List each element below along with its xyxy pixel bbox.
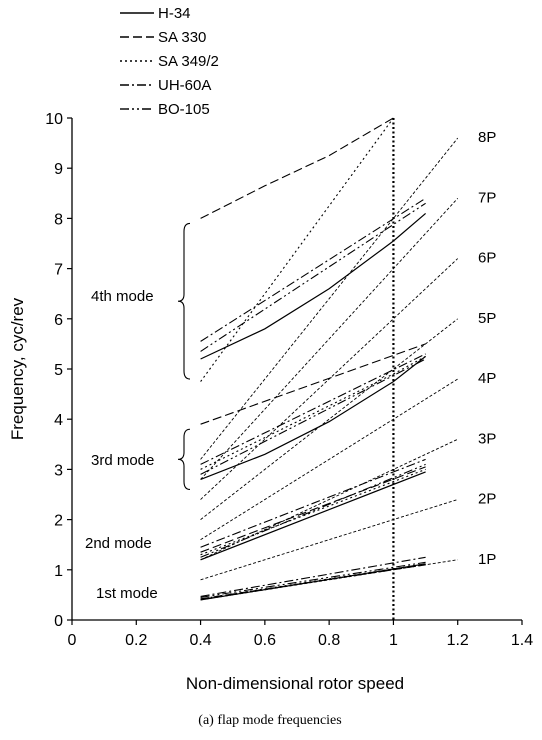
y-tick-label: 10 bbox=[45, 111, 63, 128]
y-tick-label: 7 bbox=[54, 262, 63, 279]
legend-label-sa-349-2: SA 349/2 bbox=[158, 53, 219, 70]
x-axis-label: Non-dimensional rotor speed bbox=[186, 674, 404, 693]
per-rev-line-6p bbox=[200, 258, 459, 500]
y-tick-label: 5 bbox=[54, 362, 63, 379]
mode-annotations: 1st mode 2nd mode 3rd mode 4th mode bbox=[85, 222, 191, 602]
brace-3rd-mode bbox=[177, 428, 191, 491]
per-rev-label-3p: 3P bbox=[478, 430, 496, 447]
series-bo-105-4th-mode bbox=[200, 202, 426, 352]
legend: H-34 SA 330 SA 349/2 UH-60A BO-105 bbox=[120, 5, 219, 118]
mode-label-2nd-mode: 2nd mode bbox=[85, 535, 152, 552]
series-sa-330-3rd-mode bbox=[200, 343, 426, 425]
series-bo-105-2nd-mode bbox=[200, 463, 426, 558]
y-tick-label: 8 bbox=[54, 211, 63, 228]
y-tick-label: 2 bbox=[54, 513, 63, 530]
per-rev-line-3p bbox=[200, 438, 458, 561]
figure-caption: (a) flap mode frequencies bbox=[198, 713, 341, 728]
x-tick-label: 0 bbox=[68, 632, 77, 649]
y-tick-label: 1 bbox=[54, 563, 63, 580]
series-sa-349-2-3rd-mode bbox=[200, 355, 426, 470]
per-rev-label-6p: 6P bbox=[478, 250, 496, 267]
mode-label-1st-mode: 1st mode bbox=[96, 585, 158, 602]
legend-label-bo-105: BO-105 bbox=[158, 101, 210, 118]
series-h-34-1st-mode bbox=[200, 563, 426, 601]
series-sa-349-2-2nd-mode bbox=[200, 468, 426, 556]
brace-4th-mode bbox=[177, 222, 191, 380]
mode-label-3rd-mode: 3rd mode bbox=[91, 452, 154, 469]
axes: 0 1 2 3 4 5 6 7 8 9 10 0 0.2 0.4 0.6 0.8 1 1.2 1.4 Non-dime… bbox=[8, 111, 533, 693]
series-sa-330-4th-mode bbox=[200, 117, 394, 219]
x-tick-label: 0.4 bbox=[189, 632, 211, 649]
series-uh-60a-2nd-mode bbox=[200, 458, 426, 548]
series-h-34-4th-mode bbox=[200, 212, 426, 360]
series-bo-105-3rd-mode bbox=[200, 358, 426, 475]
series-sa-349-2-4th-mode bbox=[200, 117, 394, 382]
mode-label-4th-mode: 4th mode bbox=[91, 288, 154, 305]
per-rev-line-8p bbox=[200, 137, 459, 460]
series-sa-330-2nd-mode bbox=[200, 466, 426, 553]
x-tick-label: 0.2 bbox=[125, 632, 147, 649]
y-tick-label: 4 bbox=[54, 412, 63, 429]
y-tick-label: 0 bbox=[54, 613, 63, 630]
series-uh-60a-1st-mode bbox=[200, 556, 426, 597]
legend-label-uh-60a: UH-60A bbox=[158, 77, 211, 94]
series-lines bbox=[200, 117, 426, 601]
x-tick-label: 0.6 bbox=[254, 632, 276, 649]
legend-label-sa-330: SA 330 bbox=[158, 29, 206, 46]
per-rev-label-1p: 1P bbox=[478, 551, 496, 568]
per-rev-line-5p bbox=[200, 318, 458, 520]
per-rev-label-7p: 7P bbox=[478, 189, 496, 206]
legend-label-h-34: H-34 bbox=[158, 5, 191, 22]
x-tick-label: 0.8 bbox=[318, 632, 340, 649]
y-axis-label: Frequency, cyc/rev bbox=[8, 297, 27, 440]
per-rev-label-5p: 5P bbox=[478, 310, 496, 327]
series-uh-60a-4th-mode bbox=[200, 197, 426, 342]
series-bo-105-1st-mode bbox=[200, 561, 426, 598]
x-tick-label: 1 bbox=[389, 632, 398, 649]
series-uh-60a-3rd-mode bbox=[200, 353, 426, 465]
per-rev-label-8p: 8P bbox=[478, 129, 496, 146]
per-rev-line-4p bbox=[200, 378, 458, 541]
x-tick-label: 1.2 bbox=[447, 632, 469, 649]
y-tick-label: 3 bbox=[54, 462, 63, 479]
series-sa-330-1st-mode bbox=[200, 564, 426, 600]
x-tick-label: 1.4 bbox=[511, 632, 533, 649]
y-tick-label: 6 bbox=[54, 312, 63, 329]
per-rev-label-2p: 2P bbox=[478, 491, 496, 508]
y-tick-label: 9 bbox=[54, 161, 63, 178]
series-h-34-2nd-mode bbox=[200, 471, 426, 561]
per-rev-lines: 1P 2P 3P 4P 5P 6P 7P 8P bbox=[200, 129, 496, 601]
series-h-34-3rd-mode bbox=[200, 355, 426, 480]
per-rev-line-7p bbox=[200, 198, 459, 480]
per-rev-label-4p: 4P bbox=[478, 370, 496, 387]
